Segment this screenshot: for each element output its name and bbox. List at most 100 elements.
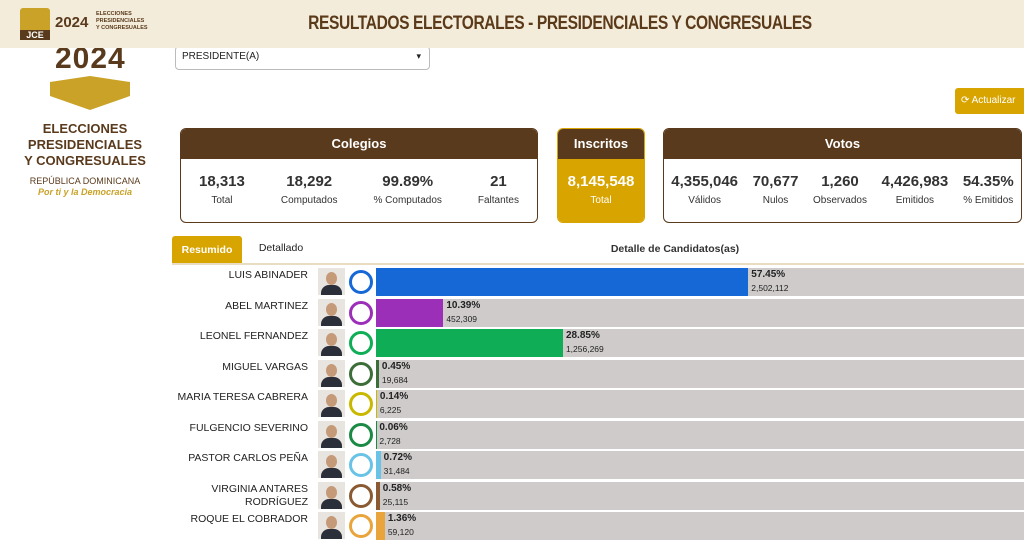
- percent-label: 0.14%: [379, 391, 409, 402]
- photo-body: [321, 315, 342, 326]
- position-select[interactable]: PRESIDENTE(A) ▾: [175, 46, 430, 70]
- party-logo: [349, 422, 373, 447]
- tab-active[interactable]: Resumido: [172, 236, 242, 264]
- candidate-bar: [376, 329, 563, 357]
- candidate-name: ROQUE EL COBRADOR: [190, 513, 308, 525]
- candidate-photo: [318, 298, 345, 326]
- photo-body: [321, 407, 342, 417]
- stat: 70,677 Nulos: [753, 173, 799, 206]
- photo-head: [326, 333, 337, 346]
- stat: 54.35% % Emitidos: [963, 173, 1014, 206]
- logo-badge: JCE: [20, 8, 50, 40]
- votes-label: 19,684: [381, 374, 408, 385]
- refresh-button[interactable]: ⟳ Actualizar: [955, 88, 1024, 114]
- panel-title: Inscritos: [558, 129, 644, 159]
- text-line: ELECCIONES: [42, 121, 128, 136]
- stat-value: 1,260: [821, 173, 859, 190]
- votes-label: 6,225: [379, 405, 402, 415]
- photo-body: [321, 285, 342, 295]
- party-logo: [349, 300, 373, 325]
- panel-body: 8,145,548 Total: [558, 159, 644, 222]
- text-line: Y CONGRESUALES: [96, 25, 148, 31]
- stat-label: % Emitidos: [963, 195, 1014, 206]
- candidate-name: LEONEL FERNANDEZ: [199, 330, 308, 342]
- stat: 4,355,046 Válidos: [671, 173, 738, 206]
- votos-panel: Votos 4,355,046 Válidos 70,677 Nulos 1,260 Obs…: [663, 128, 1022, 223]
- select-caret: ▾: [416, 51, 421, 61]
- candidate-name: PASTOR CARLOS PEÑA: [188, 452, 308, 464]
- candidate-name: FULGENCIO SEVERINO: [189, 421, 308, 434]
- stat-value: 21: [490, 173, 507, 190]
- candidate-bar: [376, 268, 749, 296]
- candidate-photo: [318, 512, 345, 539]
- candidate-name: ABEL MARTINEZ: [225, 299, 308, 312]
- tab-underline: [172, 263, 1024, 265]
- party-logo: [349, 483, 373, 508]
- detail-title: Detalle de Candidatos(as): [610, 243, 740, 255]
- candidate-bar: [376, 298, 444, 327]
- candidate-name: VIRGINIA ANTARES RODRÍGUEZ: [211, 482, 308, 508]
- candidate-bar: [376, 512, 385, 540]
- stat: 4,426,983 Emitidos: [882, 173, 949, 206]
- colegios-panel: Colegios 18,313 Total 18,292 Computados 99.89…: [180, 128, 538, 223]
- photo-body: [321, 376, 342, 387]
- photo-head: [326, 485, 337, 499]
- votes-label: 2,728: [379, 435, 401, 446]
- stat-label: Computados: [280, 195, 338, 206]
- panel-body: 18,313 Total 18,292 Computados 99.89% % Compu…: [181, 159, 537, 206]
- party-logo: [349, 514, 373, 538]
- percent-label: 28.85%: [565, 330, 600, 341]
- text-line: PRESIDENCIALES: [96, 18, 145, 24]
- percent-label: 0.72%: [383, 452, 413, 463]
- candidate-photo: [318, 420, 345, 448]
- stat: 1,260 Observados: [813, 173, 867, 206]
- text-line: ELECCIONES: [96, 11, 132, 17]
- candidate-photo: [318, 359, 345, 387]
- stat: 18,292 Computados: [281, 173, 338, 206]
- stat-label: Nulos: [762, 195, 789, 206]
- candidate-name: MARIA TERESA CABRERA: [177, 391, 308, 403]
- candidate-bar: [376, 481, 380, 510]
- percent-label: 1.36%: [387, 513, 417, 524]
- percent-label: 0.06%: [379, 421, 408, 433]
- tab[interactable]: Detallado: [258, 242, 304, 254]
- stat: 8,145,548 Total: [567, 173, 635, 222]
- photo-head: [326, 302, 337, 316]
- candidate-photo: [318, 329, 345, 356]
- stat-label: % Computados: [373, 195, 442, 206]
- candidate-name: MIGUEL VARGAS: [222, 360, 308, 373]
- stat-value: 54.35%: [962, 173, 1014, 190]
- stat-label: Faltantes: [477, 195, 519, 206]
- party-logo: [349, 453, 373, 477]
- percent-label: 0.45%: [381, 360, 411, 372]
- bar-track: [376, 451, 1024, 479]
- candidate-name: LUIS ABINADER: [228, 269, 308, 281]
- logo-year: 2024: [55, 14, 89, 31]
- photo-body: [321, 437, 342, 448]
- sidebar-country: REPÚBLICA DOMINICANA: [29, 176, 141, 186]
- bar-track: [376, 512, 1024, 540]
- panel-body: 4,355,046 Válidos 70,677 Nulos 1,260 Observad…: [664, 159, 1021, 206]
- percent-label: 57.45%: [751, 269, 786, 280]
- candidate-list: LUIS ABINADER 57.45% 2,502,112 ABEL MARTINE…: [0, 266, 1024, 540]
- party-logo: [349, 331, 373, 355]
- stat-value: 99.89%: [382, 173, 434, 190]
- stat-value: 4,355,046: [671, 173, 739, 190]
- page-title: RESULTADOS ELECTORALES - PRESIDENCIALES …: [308, 13, 812, 34]
- sidebar-title: ELECCIONES PRESIDENCIALES Y CONGRESUALES: [0, 121, 170, 169]
- text-line: PRESIDENCIALES: [27, 137, 143, 152]
- votes-label: 2,502,112: [751, 283, 789, 293]
- bar-track: [376, 298, 1024, 327]
- photo-body: [321, 529, 342, 539]
- photo-head: [326, 516, 337, 529]
- stat-label: Observados: [813, 195, 867, 206]
- panel-title: Colegios: [181, 129, 537, 159]
- stat-value: 8,145,548: [567, 173, 635, 190]
- photo-head: [326, 455, 337, 468]
- bar-track: [376, 390, 1024, 418]
- stat-value: 18,292: [286, 173, 333, 190]
- text-line: Y CONGRESUALES: [24, 153, 146, 168]
- candidate-photo: [318, 481, 345, 509]
- candidate-bar: [376, 390, 377, 418]
